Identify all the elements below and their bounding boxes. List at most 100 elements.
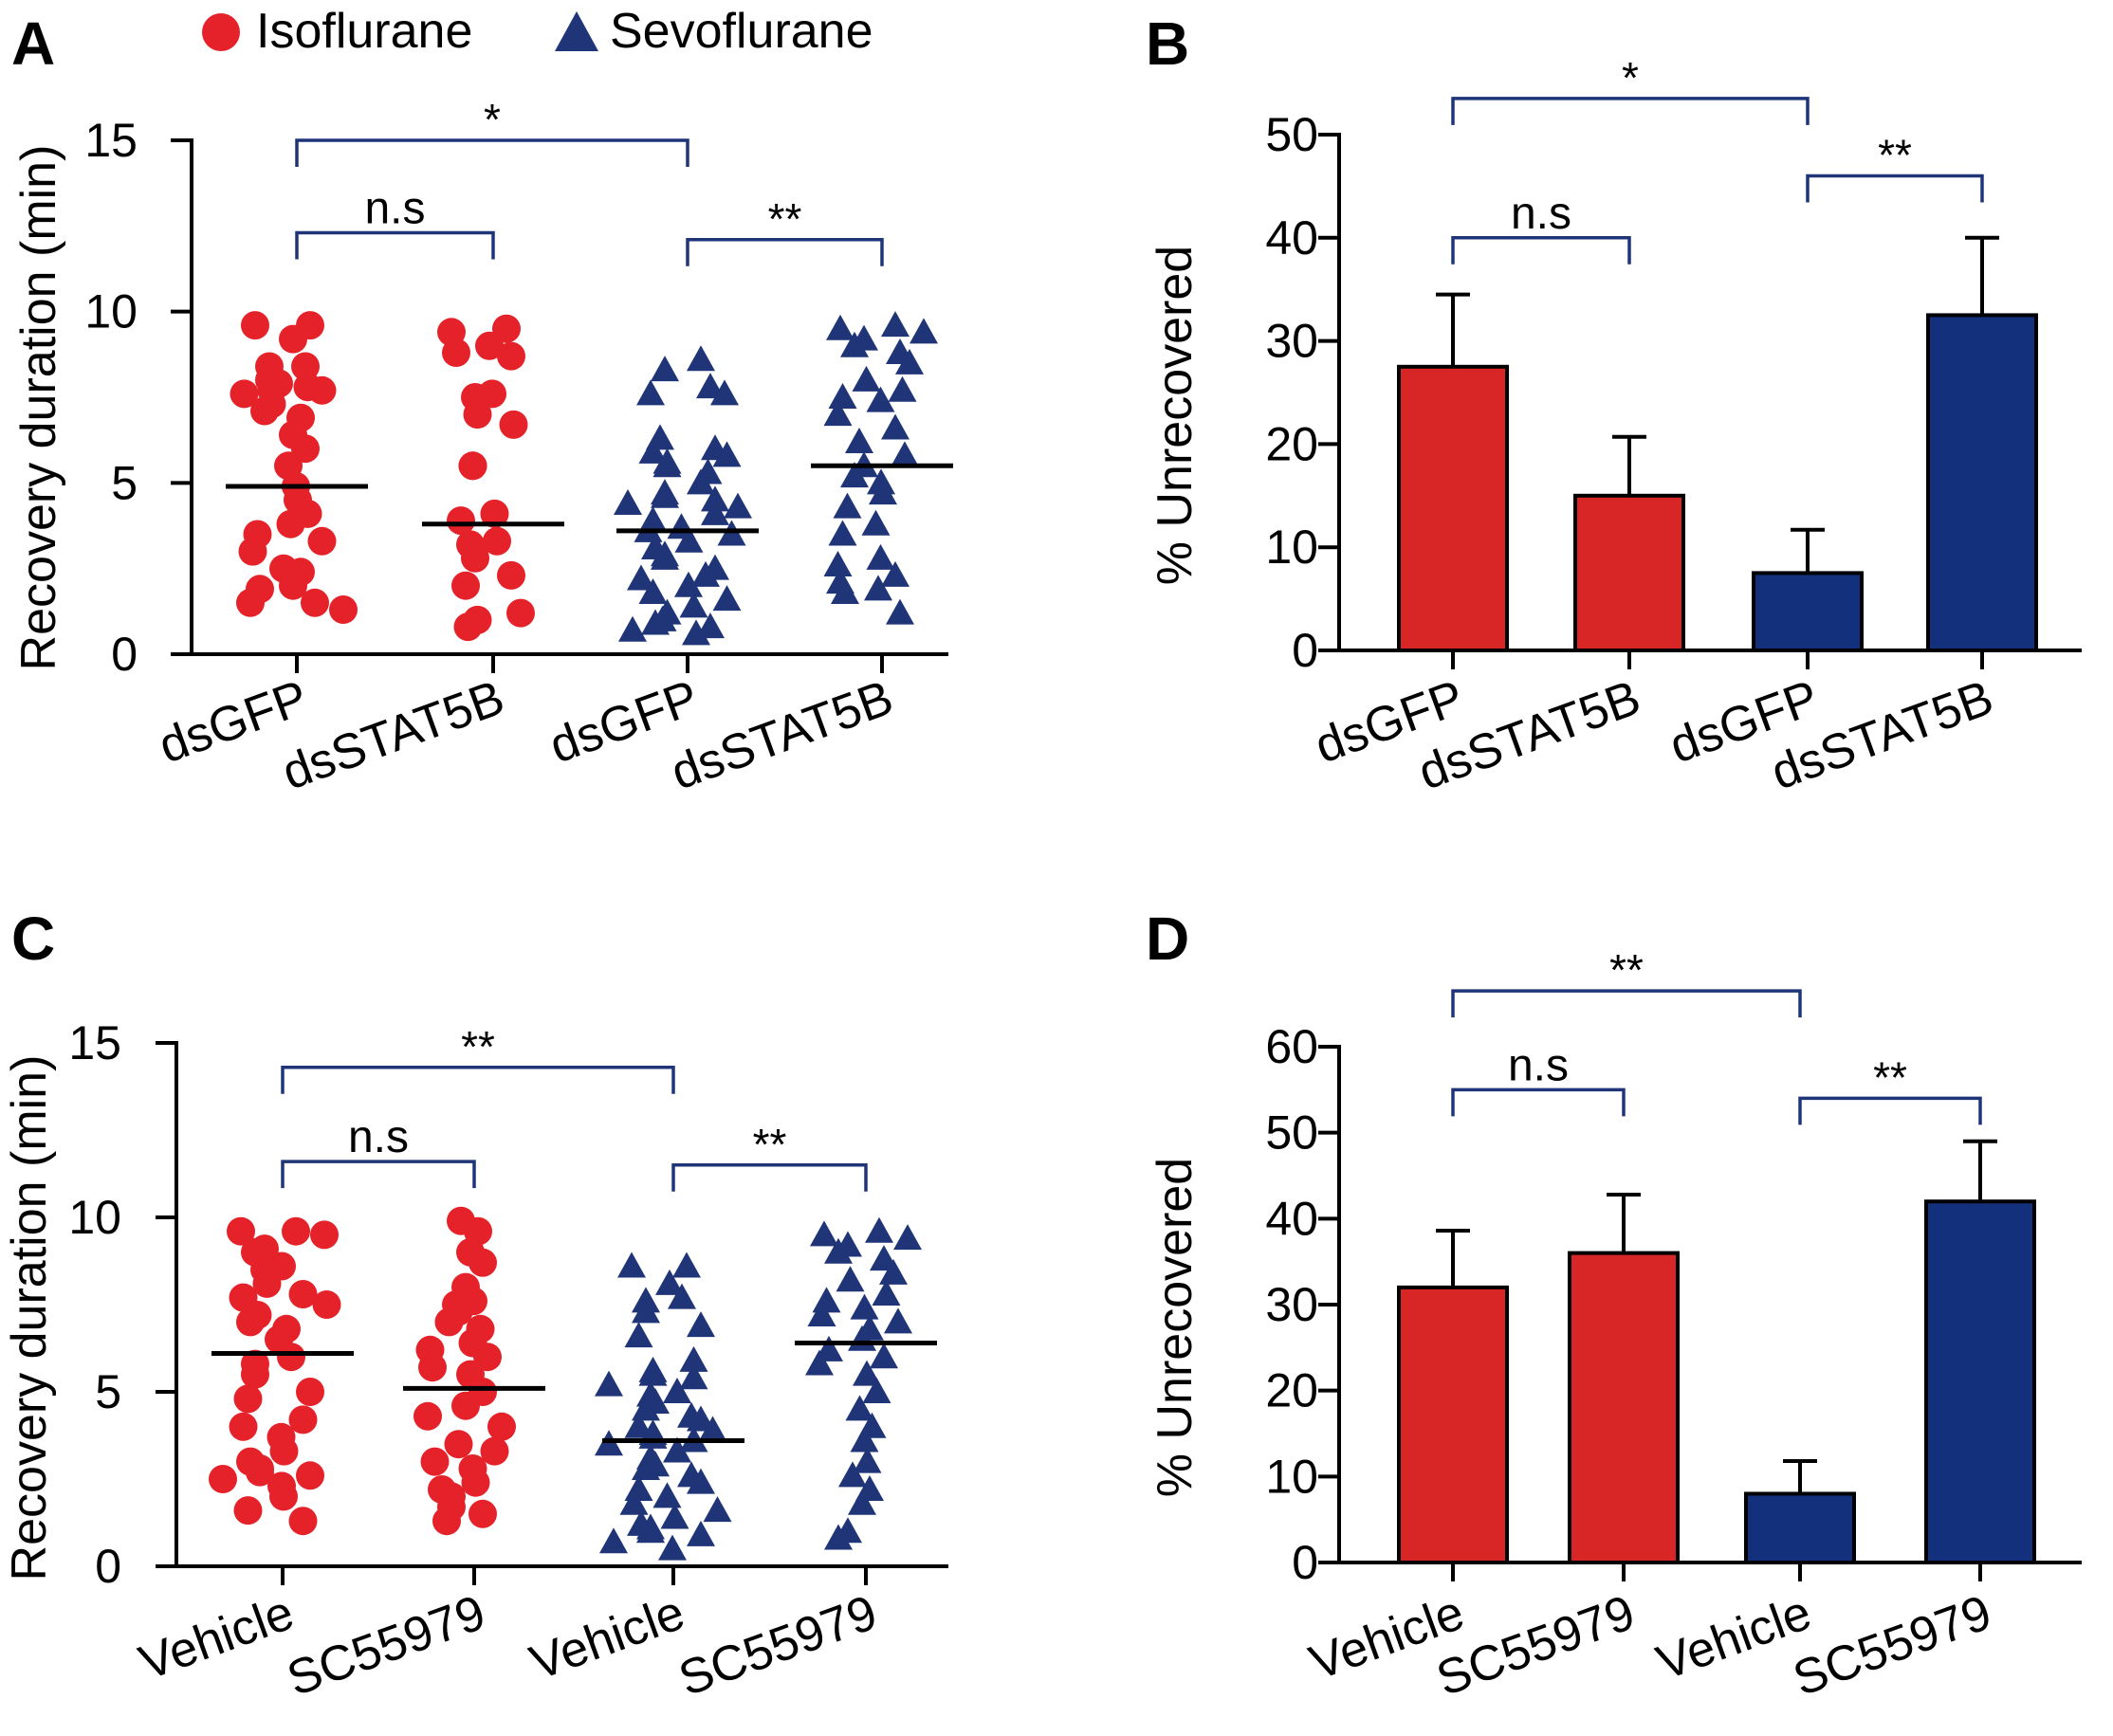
panel-c-point	[229, 1412, 258, 1441]
panel-a-point	[329, 595, 358, 624]
panel-d: % Unrecovered 0102030405060VehicleSC5597…	[1148, 945, 2082, 1707]
panel-a-point	[833, 492, 862, 519]
panel-d-significance-bracket	[1451, 1087, 1626, 1117]
panel-b-ytick-label: 30	[1265, 315, 1318, 368]
panel-c-ytick-label: 0	[95, 1540, 121, 1593]
panel-a-point	[828, 383, 857, 409]
panel-d-ytick-label: 0	[1292, 1536, 1318, 1589]
panel-a-point	[687, 345, 715, 372]
panel-a-ytick-label: 5	[111, 456, 138, 509]
panel-c-point	[703, 1496, 732, 1523]
panel-c-point	[473, 1343, 502, 1372]
panel-c-point	[296, 1378, 324, 1406]
panel-a-point	[682, 619, 710, 646]
panel-c-point	[233, 1384, 263, 1414]
panel-c-point	[599, 1527, 628, 1554]
panel-b-ylabel: % Unrecovered	[1148, 246, 1203, 585]
panel-a-point	[691, 560, 720, 587]
panel-c-ytick-label: 5	[95, 1365, 121, 1418]
panel-c-point	[687, 1520, 715, 1546]
panel-c-point	[807, 1301, 836, 1327]
panel-a-point	[674, 526, 704, 553]
panel-c-category-label: Vehicle	[524, 1585, 691, 1691]
panel-b-ytick-label: 10	[1265, 521, 1318, 574]
panel-a-point	[301, 588, 329, 617]
panel-c-point	[850, 1426, 879, 1453]
panel-c: Recovery duration (min) 051015VehicleSC5…	[2, 1016, 948, 1707]
panel-c-significance-bracket	[671, 1163, 868, 1192]
panel-b-significance-bracket	[1451, 236, 1631, 265]
panel-label-c: C	[11, 905, 55, 973]
panel-b-bar	[1573, 493, 1685, 652]
panel-c-point	[632, 1453, 660, 1480]
panel-a-category-label: dsSTAT5B	[275, 670, 511, 801]
panel-d-significance-bracket	[1451, 989, 1802, 1018]
panel-c-category-label: SC55979	[281, 1585, 493, 1708]
panel-a-point	[499, 410, 528, 439]
panel-a-ylabel: Recovery duration (min)	[11, 145, 66, 671]
panel-a-point	[852, 365, 881, 392]
panel-a-point	[651, 482, 679, 508]
panel-c-point	[420, 1447, 450, 1476]
panel-d-ytick-label: 60	[1265, 1020, 1318, 1073]
panel-c-point	[288, 1280, 318, 1308]
panel-a-point	[823, 400, 853, 427]
panel-a-point	[866, 386, 895, 412]
panel-b-bar	[1752, 571, 1864, 653]
panel-c-ylabel: Recovery duration (min)	[2, 1055, 57, 1581]
panel-c-point	[687, 1468, 715, 1494]
panel-a-point	[641, 609, 670, 635]
panel-c-point	[893, 1224, 922, 1251]
panel-c-point	[668, 1283, 696, 1309]
panel-c-point	[444, 1430, 473, 1459]
panel-c-point	[288, 1405, 318, 1434]
panel-c-category-label: Vehicle	[133, 1585, 301, 1691]
panel-a-point	[307, 526, 337, 556]
panel-a-point	[638, 437, 668, 464]
panel-d-category-label: SC55979	[1787, 1585, 1999, 1708]
panel-c-point	[434, 1307, 464, 1337]
panel-a-point	[638, 577, 668, 604]
legend-isoflurane-label: Isoflurane	[256, 4, 472, 59]
panel-c-point	[461, 1468, 490, 1497]
panel-c-point	[246, 1457, 274, 1487]
panel-a-ytick-label: 10	[84, 285, 138, 338]
panel-a-point	[831, 577, 859, 604]
panel-a-point	[696, 612, 725, 639]
panel-c-point	[288, 1507, 318, 1536]
panel-a-point	[651, 543, 679, 570]
panel-c-point	[269, 1482, 298, 1511]
panel-a-point	[701, 499, 729, 525]
panel-a-point	[442, 338, 470, 367]
panel-a-point	[453, 612, 483, 642]
panel-d-ytick-label: 50	[1265, 1106, 1318, 1160]
panel-a-point	[895, 348, 924, 375]
panel-c-point	[838, 1461, 867, 1488]
panel-a-point	[712, 585, 742, 612]
legend-isoflurane-marker	[202, 13, 240, 51]
panel-c-point	[310, 1220, 339, 1250]
panel-c-point	[227, 1216, 255, 1246]
panel-c-point	[312, 1290, 341, 1319]
panel-c-point	[236, 1307, 265, 1337]
panel-c-point	[845, 1395, 874, 1421]
panel-a-point	[463, 400, 492, 429]
panel-a-point	[241, 311, 269, 340]
panel-a-point	[861, 509, 891, 536]
panel-c-point	[870, 1343, 898, 1369]
panel-a-point	[679, 592, 708, 618]
panel-a-point	[458, 451, 487, 481]
panel-c-point	[413, 1401, 442, 1431]
panel-c-significance-bracket	[281, 1066, 675, 1094]
panel-a-point	[506, 598, 535, 628]
panel-a-ytick-label: 15	[84, 114, 138, 167]
panel-a-point	[307, 375, 337, 405]
panel-b-significance-label: **	[1878, 131, 1912, 180]
panel-a-point	[627, 564, 655, 591]
legend-sevoflurane-marker	[555, 11, 598, 51]
panel-a-point	[869, 479, 897, 505]
panel-c-point	[872, 1279, 901, 1306]
panel-d-ytick-label: 10	[1265, 1450, 1318, 1503]
panel-c-point	[658, 1534, 687, 1561]
panel-c-point	[636, 1517, 665, 1544]
